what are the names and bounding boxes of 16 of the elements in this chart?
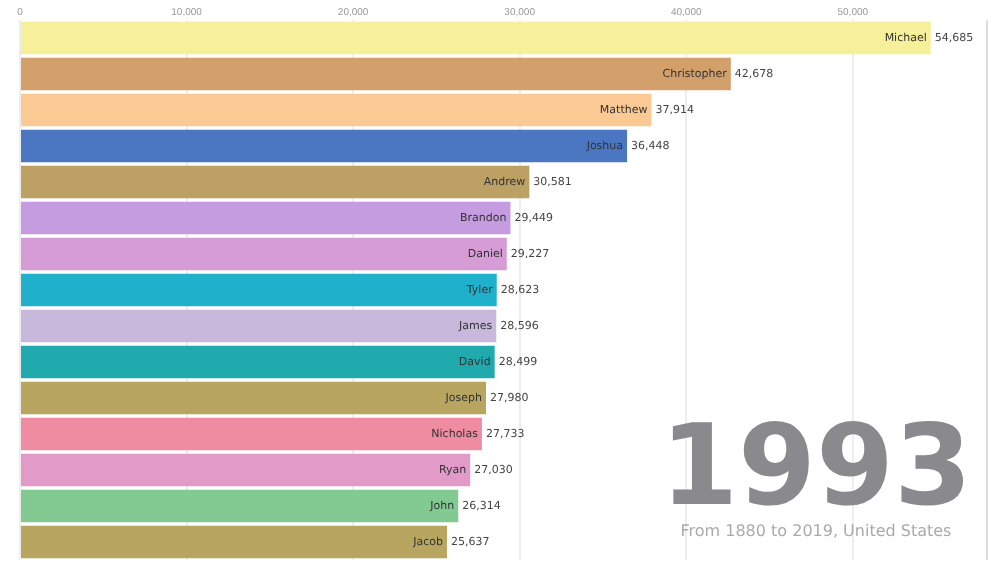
bar [21, 165, 530, 199]
bar [21, 525, 447, 559]
bar [21, 273, 497, 307]
bar [21, 417, 482, 451]
bar [21, 381, 487, 415]
bar [21, 345, 495, 379]
bar [21, 21, 931, 55]
annotation: From 1880 to 2019, United States [680, 522, 952, 540]
bar [21, 57, 731, 91]
bar [21, 309, 497, 343]
bar [21, 129, 628, 163]
bar [21, 453, 471, 487]
bar [21, 237, 507, 271]
bar [21, 93, 652, 127]
bar [21, 489, 459, 523]
bar [21, 201, 511, 235]
